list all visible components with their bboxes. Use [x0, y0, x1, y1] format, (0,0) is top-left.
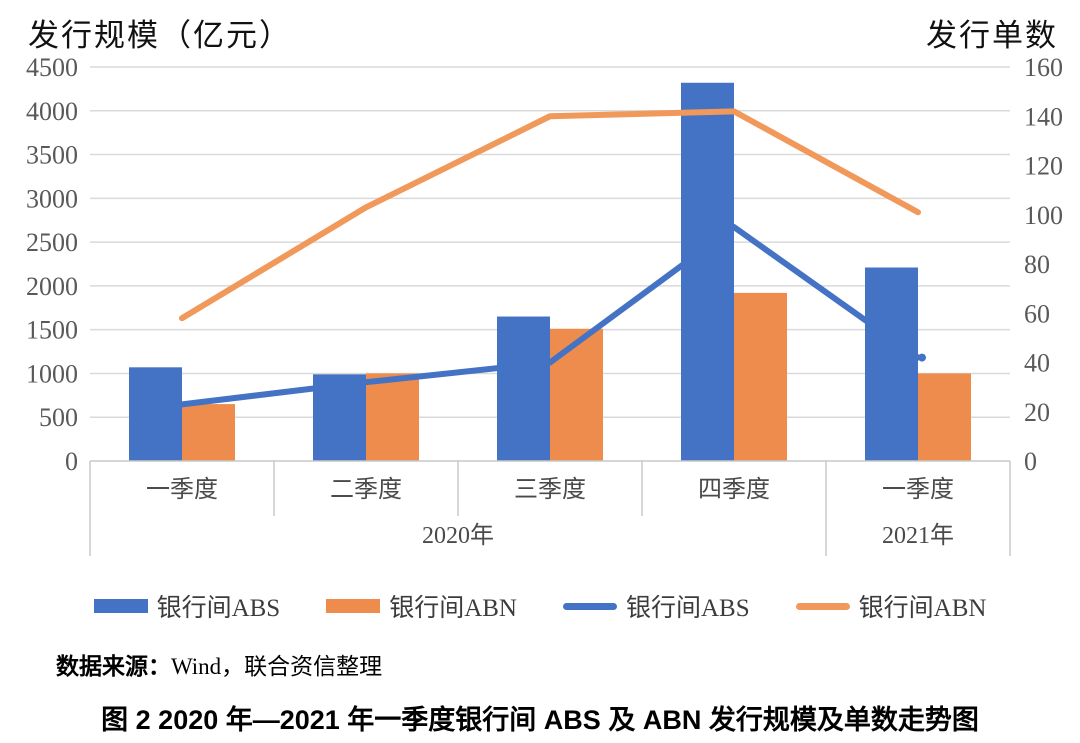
- combo-chart-canvas: 0 500 1000 1500 2000 2500 3000 3500 4000 4500 0 20 4…: [26, 53, 1063, 556]
- legend-item-2: 银行间ABS: [563, 588, 750, 624]
- category-label-q4: 四季度: [698, 476, 770, 503]
- line-interbank-abn-count: [179, 108, 921, 322]
- figure-caption: 图 2 2020 年—2021 年一季度银行间 ABS 及 ABN 发行规模及单…: [101, 705, 979, 735]
- data-source-line: 数据来源：Wind，联合资信整理: [56, 647, 382, 681]
- legend-label-3: 银行间ABN: [858, 595, 987, 622]
- bar-interbank-abn-scale-q1: [182, 404, 235, 461]
- left-axis-tick-4000: 4000: [26, 97, 78, 126]
- line-interbank-abs-count: [179, 224, 921, 408]
- bar-interbank-abn-scale-q2: [366, 373, 419, 461]
- legend-label-1: 银行间ABN: [389, 595, 517, 622]
- bar-interbank-abs-scale-q5: [865, 267, 918, 461]
- left-axis-tick-0: 0: [65, 447, 78, 476]
- left-axis-tick-1000: 1000: [26, 359, 78, 388]
- left-axis-tick-3500: 3500: [26, 141, 78, 170]
- bar-interbank-abs-scale-q3: [497, 316, 550, 461]
- right-axis-tick-120: 120: [1024, 152, 1063, 181]
- left-axis-tick-3000: 3000: [26, 184, 78, 213]
- category-label-q3: 三季度: [514, 476, 586, 503]
- legend-label-2: 银行间ABS: [626, 595, 750, 622]
- bar-interbank-abs-scale-q4: [681, 82, 734, 461]
- legend-swatch-bar-1: [326, 599, 381, 613]
- left-axis-tick-1500: 1500: [26, 316, 78, 345]
- left-axis-tick-2000: 2000: [26, 272, 78, 301]
- bar-interbank-abs-scale-q1: [129, 367, 182, 461]
- left-axis-title: 发行规模（亿元）: [28, 18, 292, 53]
- right-axis-tick-60: 60: [1024, 299, 1050, 328]
- legend-label-0: 银行间ABS: [156, 595, 281, 622]
- data-source-label: 数据来源：: [56, 654, 171, 679]
- chart-legend: 银行间ABS 银行间ABN 银行间ABS 银行间ABN: [0, 588, 1080, 624]
- right-axis-tick-80: 80: [1024, 250, 1050, 279]
- year-group-label-0: 2020年: [422, 522, 494, 549]
- data-source-text: Wind，联合资信整理: [171, 654, 383, 679]
- line-endpoint-dot-interbank-abs-count: [918, 353, 926, 362]
- legend-swatch-bar-0: [93, 599, 148, 613]
- year-group-label-1: 2021年: [882, 522, 954, 549]
- right-axis-tick-160: 160: [1024, 53, 1063, 82]
- legend-swatch-line-2: [563, 602, 617, 610]
- legend-item-0: 银行间ABS: [93, 588, 281, 624]
- right-axis-tick-100: 100: [1024, 201, 1063, 230]
- right-axis-title: 发行单数: [926, 18, 1058, 53]
- legend-item-1: 银行间ABN: [326, 588, 517, 624]
- bar-interbank-abn-scale-q3: [550, 328, 603, 461]
- left-axis-tick-4500: 4500: [26, 53, 78, 82]
- legend-item-3: 银行间ABN: [795, 588, 987, 624]
- category-label-q2: 二季度: [330, 476, 402, 503]
- left-axis-tick-2500: 2500: [26, 228, 78, 257]
- right-axis-tick-140: 140: [1024, 102, 1063, 131]
- category-label-q5: 一季度: [882, 476, 954, 503]
- bar-interbank-abn-scale-q5: [918, 373, 971, 461]
- bar-interbank-abn-scale-q4: [734, 292, 787, 461]
- right-axis-tick-40: 40: [1024, 349, 1050, 378]
- right-axis-tick-0: 0: [1024, 447, 1037, 476]
- right-axis-tick-20: 20: [1024, 398, 1050, 427]
- category-label-q1: 一季度: [146, 476, 218, 503]
- left-axis-tick-500: 500: [39, 403, 78, 432]
- legend-swatch-line-3: [795, 602, 850, 610]
